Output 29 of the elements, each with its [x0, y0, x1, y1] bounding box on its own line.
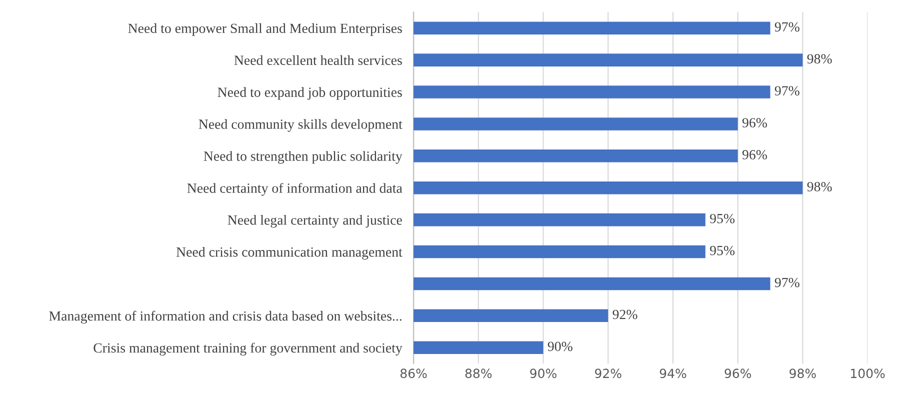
data-label: 97% — [774, 22, 800, 32]
data-label: 95% — [710, 214, 735, 224]
x-tick-label: 100% — [851, 368, 885, 378]
data-label: 90% — [548, 342, 572, 352]
x-tick-label: 90% — [530, 368, 556, 378]
data-label: 98% — [807, 54, 832, 64]
x-tick-label: 94% — [660, 368, 686, 378]
x-tick-label: 98% — [790, 368, 816, 378]
data-label: 98% — [807, 182, 832, 192]
y-tick-label: Need to strengthen public solidarity — [204, 151, 402, 164]
y-tick-label: Need community skills development — [198, 119, 402, 132]
y-tick-label: Crisis management training for government and society — [94, 342, 402, 356]
y-tick-label: Management of information and crisis data based on websites... — [49, 310, 402, 324]
y-tick-label: Need legal certainty and justice — [228, 214, 402, 228]
y-tick-label: Need certainty of information and data — [187, 182, 402, 196]
x-tick-label: 88% — [465, 368, 492, 378]
x-tick-label: 86% — [400, 368, 427, 378]
data-label: 95% — [710, 246, 735, 256]
data-label: 97% — [774, 86, 800, 96]
data-label: 96% — [742, 150, 767, 160]
y-tick-label: Need crisis communication management — [176, 246, 402, 260]
x-tick-label: 92% — [595, 368, 622, 378]
data-label: 97% — [774, 278, 800, 288]
y-tick-label: Need to expand job opportunities — [218, 87, 402, 100]
x-tick-label: 96% — [724, 368, 752, 378]
data-label: 92% — [612, 310, 638, 320]
y-tick-label: Need excellent health services — [234, 55, 402, 66]
data-label: 96% — [742, 118, 767, 128]
y-tick-label: Need to empower Small and Medium Enterprises — [128, 23, 402, 36]
